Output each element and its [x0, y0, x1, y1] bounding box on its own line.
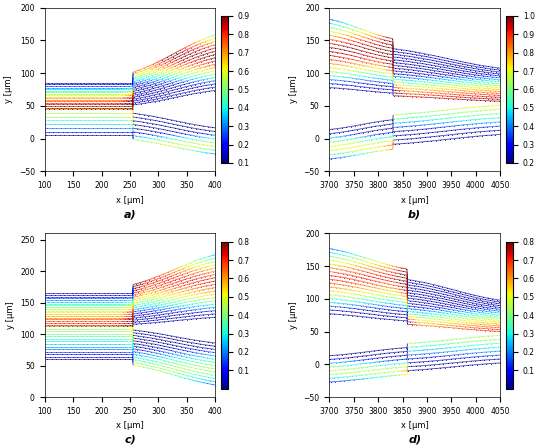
- Text: b): b): [408, 209, 421, 219]
- Y-axis label: y [μm]: y [μm]: [289, 76, 298, 103]
- Y-axis label: y [μm]: y [μm]: [4, 76, 13, 103]
- Y-axis label: y [μm]: y [μm]: [6, 301, 15, 329]
- X-axis label: x [μm]: x [μm]: [116, 422, 144, 430]
- Text: d): d): [408, 435, 421, 445]
- X-axis label: x [μm]: x [μm]: [401, 195, 429, 205]
- Text: c): c): [124, 435, 136, 445]
- X-axis label: x [μm]: x [μm]: [401, 422, 429, 430]
- X-axis label: x [μm]: x [μm]: [116, 195, 144, 205]
- Y-axis label: y [μm]: y [μm]: [289, 301, 298, 329]
- Text: a): a): [123, 209, 136, 219]
